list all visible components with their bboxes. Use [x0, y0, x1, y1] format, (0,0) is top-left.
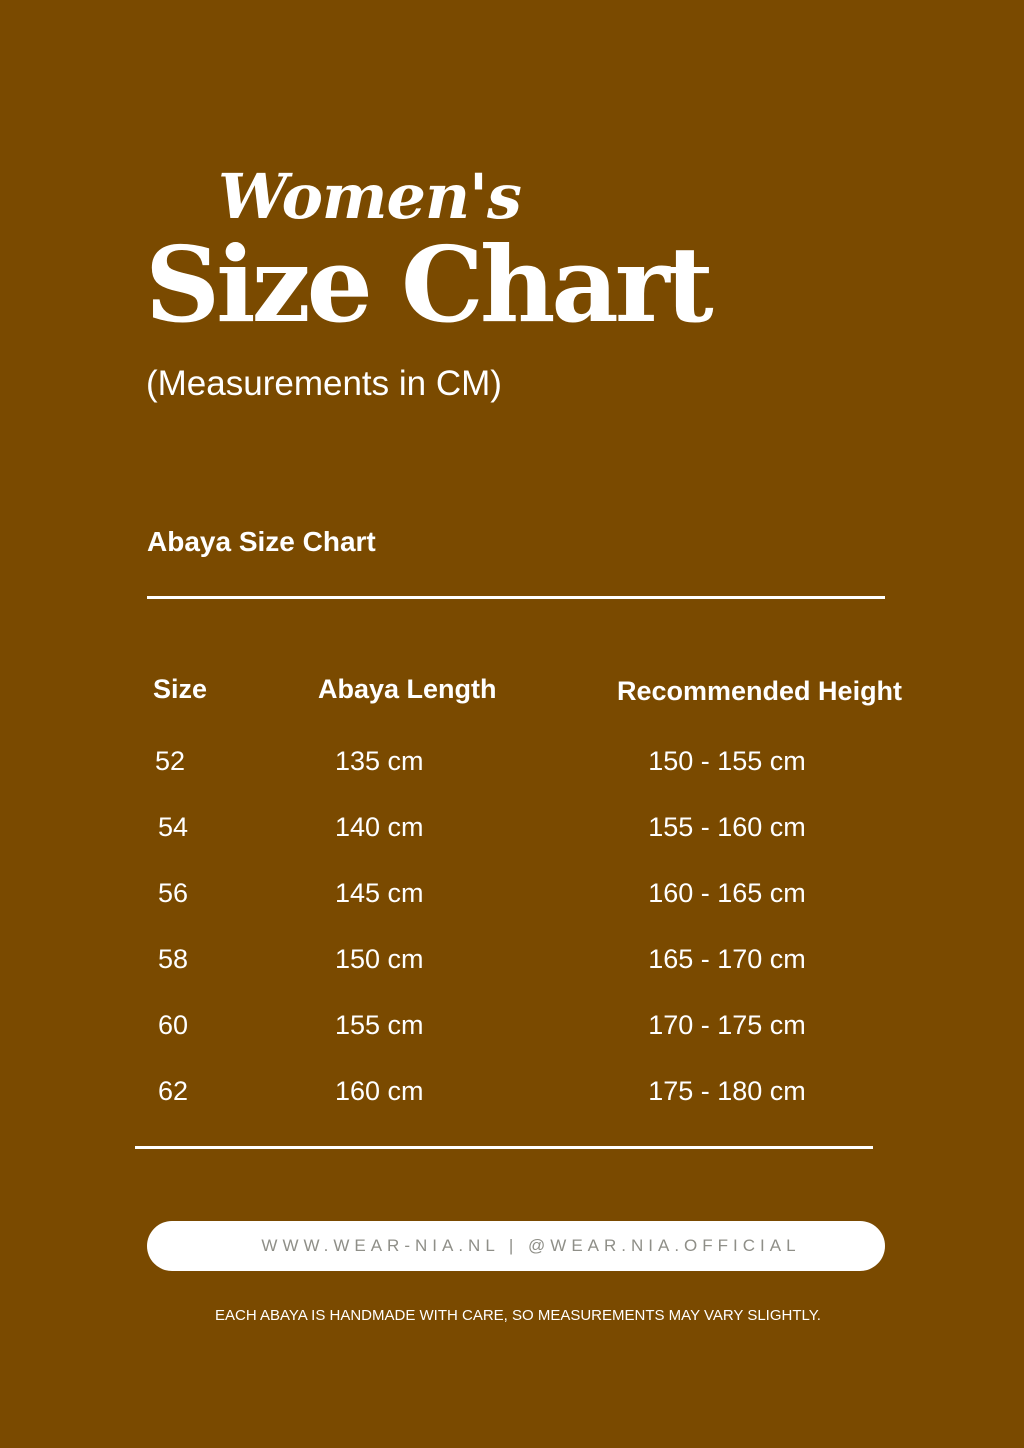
cell-height: 150 - 155 cm [648, 746, 806, 776]
subtitle: (Measurements in CM) [146, 364, 502, 403]
column-header-size: Size [153, 674, 208, 704]
cell-length: 160 cm [335, 1076, 424, 1106]
cell-height: 160 - 165 cm [648, 878, 806, 908]
cell-size: 54 [158, 812, 189, 842]
cell-length: 140 cm [335, 812, 424, 842]
contact-text: WWW.WEAR-NIA.NL | @WEAR.NIA.OFFICIAL [261, 1236, 801, 1255]
cell-height: 155 - 160 cm [648, 812, 806, 842]
cell-size: 62 [158, 1076, 189, 1106]
divider-top [147, 596, 885, 599]
cell-size: 58 [158, 944, 189, 974]
cell-size: 52 [155, 746, 186, 776]
cell-height: 165 - 170 cm [648, 944, 806, 974]
cell-length: 150 cm [335, 944, 424, 974]
section-title: Abaya Size Chart [147, 526, 376, 557]
contact-pill: WWW.WEAR-NIA.NL | @WEAR.NIA.OFFICIAL [147, 1221, 885, 1271]
cell-height: 170 - 175 cm [648, 1010, 806, 1040]
cell-length: 155 cm [335, 1010, 424, 1040]
script-title: Women's [218, 160, 522, 233]
page-title: Size Chart [145, 223, 714, 346]
cell-height: 175 - 180 cm [648, 1076, 806, 1106]
cell-size: 56 [158, 878, 189, 908]
column-header-length: Abaya Length [318, 674, 497, 704]
footer-note: EACH ABAYA IS HANDMADE WITH CARE, SO MEA… [215, 1307, 821, 1324]
divider-bottom [135, 1146, 873, 1149]
cell-length: 145 cm [335, 878, 424, 908]
column-header-height: Recommended Height [617, 676, 903, 706]
cell-length: 135 cm [335, 746, 424, 776]
cell-size: 60 [158, 1010, 189, 1040]
